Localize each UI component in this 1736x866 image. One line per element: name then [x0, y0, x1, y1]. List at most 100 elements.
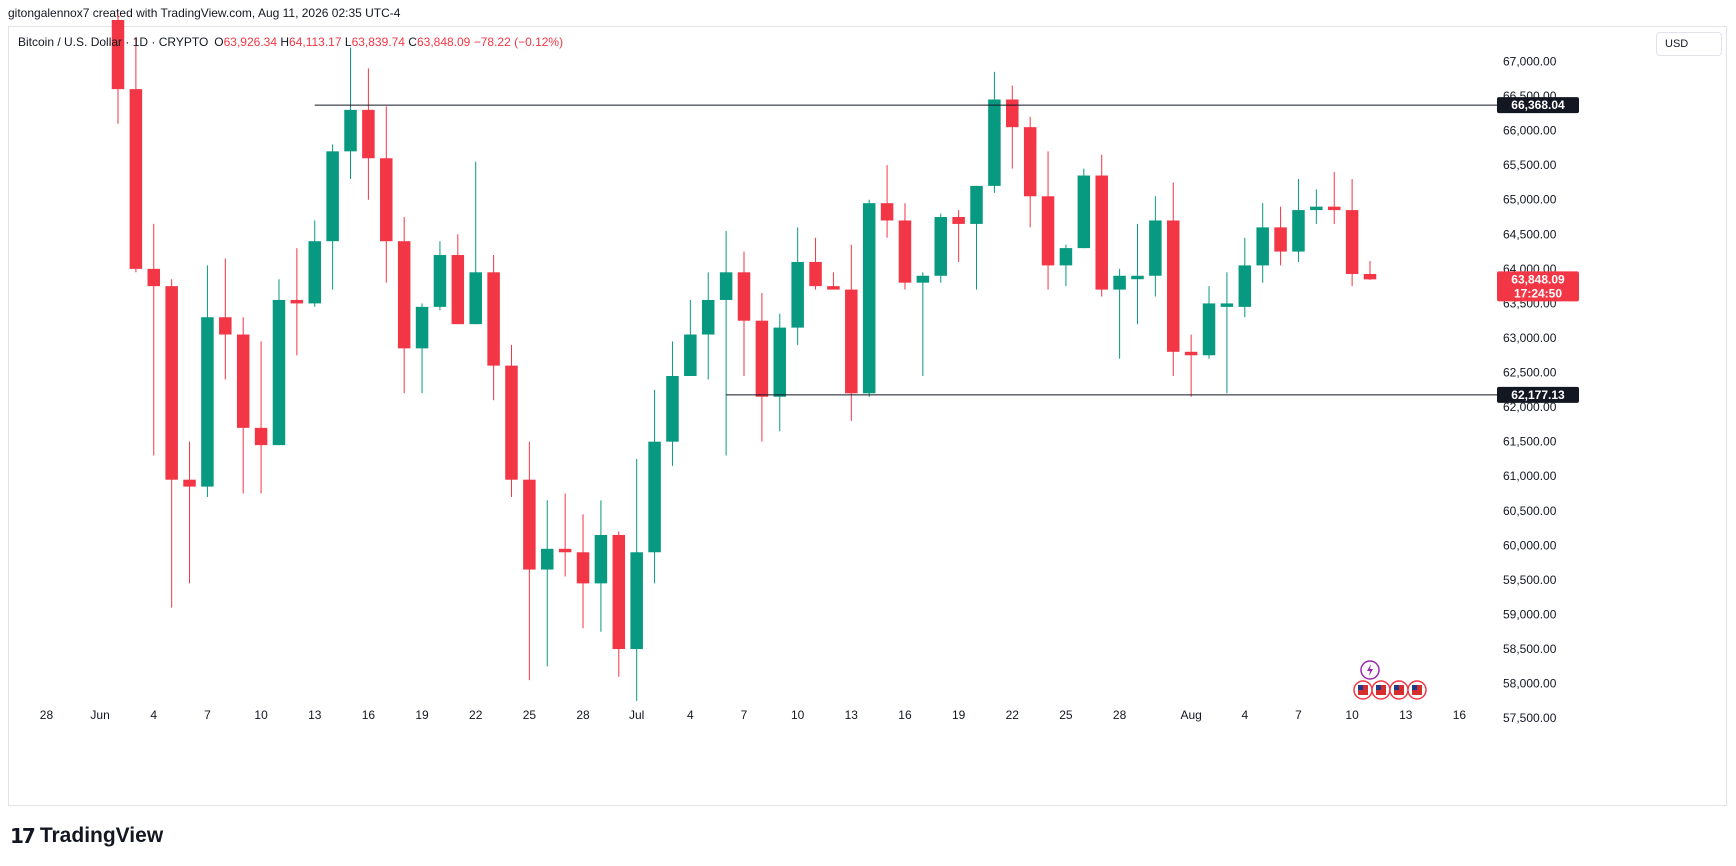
candle-body	[970, 185, 983, 224]
candle-body	[737, 272, 751, 321]
flag-canton	[1358, 685, 1363, 690]
candle-body	[701, 299, 715, 335]
candle-body	[558, 548, 572, 553]
y-tick-label: 65,000.00	[1503, 193, 1557, 207]
open-value: 63,926.34	[223, 35, 278, 49]
candle-body	[1202, 303, 1216, 356]
candle-body	[1077, 175, 1091, 249]
y-tick-label: 58,000.00	[1503, 677, 1557, 691]
candle-body	[612, 534, 626, 650]
x-tick-label: Jun	[90, 708, 109, 722]
y-tick-label: 65,500.00	[1503, 158, 1557, 172]
x-tick-label: 4	[1241, 708, 1248, 722]
ohlc-legend: Bitcoin / U.S. Dollar · 1D · CRYPTO O63,…	[18, 35, 563, 49]
symbol-description[interactable]: Bitcoin / U.S. Dollar · 1D · CRYPTO	[18, 35, 209, 49]
candle-body	[147, 268, 161, 287]
y-tick-label: 64,500.00	[1503, 227, 1557, 241]
candle-body	[684, 334, 697, 376]
tradingview-mark-icon: 17	[10, 824, 36, 848]
low-label: L	[344, 35, 352, 49]
candle-body	[1363, 273, 1377, 280]
y-tick-label: 59,500.00	[1503, 573, 1557, 587]
candle-body	[1310, 206, 1323, 211]
close-label: C	[408, 35, 417, 49]
x-tick-label: 13	[845, 708, 859, 722]
candle-body	[827, 286, 840, 290]
candle-body	[236, 334, 250, 428]
candle-body	[308, 241, 321, 304]
x-tick-label: 25	[523, 708, 537, 722]
high-value: 64,113.17	[289, 35, 342, 49]
candle-body	[129, 89, 143, 269]
level-price-label: 66,368.04	[1511, 98, 1565, 112]
currency-button[interactable]: USD	[1656, 32, 1722, 56]
high-label: H	[280, 35, 290, 49]
x-tick-label: Aug	[1180, 708, 1201, 722]
candle-body	[487, 272, 500, 366]
level-price-label: 62,177.13	[1511, 388, 1565, 402]
y-tick-label: 66,000.00	[1503, 124, 1557, 138]
candle-body	[1167, 220, 1180, 352]
candle-body	[272, 299, 286, 446]
y-tick-label: 62,500.00	[1503, 366, 1557, 380]
candle-body	[880, 203, 894, 221]
candle-body	[1292, 210, 1305, 252]
candle-body	[326, 151, 339, 242]
x-tick-label: 22	[1006, 708, 1020, 722]
candle-body	[1256, 227, 1269, 266]
candle-body	[451, 255, 465, 325]
x-tick-label: 7	[741, 708, 748, 722]
candle-body	[1238, 265, 1252, 307]
candle-body	[1131, 275, 1144, 280]
x-tick-label: Jul	[629, 708, 644, 722]
x-tick-label: 7	[204, 708, 211, 722]
candle-body	[1274, 227, 1287, 252]
flag-canton	[1412, 685, 1417, 690]
x-tick-label: 28	[576, 708, 590, 722]
candle-body	[934, 217, 947, 276]
candle-body	[165, 286, 178, 480]
x-tick-label: 10	[254, 708, 268, 722]
candle-body	[219, 317, 232, 335]
chart-frame	[8, 26, 1727, 806]
candle-body	[469, 272, 482, 325]
candle-body	[576, 552, 590, 584]
candle-body	[111, 20, 125, 90]
candle-body	[594, 534, 608, 584]
y-tick-label: 61,000.00	[1503, 469, 1557, 483]
candle-body	[505, 365, 518, 480]
candle-body	[183, 479, 196, 487]
last-price-tag	[1497, 271, 1579, 302]
candle-body	[1113, 275, 1126, 290]
candle-body	[755, 320, 769, 397]
candle-body	[1023, 127, 1037, 197]
candle-body	[344, 109, 357, 152]
candle-body	[1345, 210, 1359, 274]
x-tick-label: 28	[1113, 708, 1127, 722]
candle-body	[648, 441, 661, 553]
y-tick-label: 58,500.00	[1503, 642, 1557, 656]
y-tick-label: 61,500.00	[1503, 435, 1557, 449]
candle-body	[254, 427, 268, 446]
y-tick-label: 57,500.00	[1503, 711, 1557, 725]
candle-body	[719, 272, 733, 300]
candle-body	[523, 479, 536, 570]
x-tick-label: 13	[1399, 708, 1413, 722]
y-tick-label: 67,000.00	[1503, 54, 1557, 68]
x-tick-label: 16	[362, 708, 376, 722]
x-tick-label: 16	[1453, 708, 1467, 722]
candle-body	[1184, 351, 1198, 356]
candle-body	[433, 255, 447, 307]
candle-body	[773, 327, 787, 397]
x-tick-label: 16	[898, 708, 912, 722]
candle-body	[1327, 206, 1341, 211]
tradingview-logo[interactable]: 17 TradingView	[10, 824, 163, 848]
candle-body	[397, 241, 411, 349]
y-tick-label: 60,000.00	[1503, 538, 1557, 552]
candle-body	[1041, 196, 1055, 266]
last-price-label: 63,848.09	[1511, 272, 1565, 286]
candle-body	[380, 158, 393, 242]
candle-body	[666, 376, 679, 442]
candle-body	[898, 220, 912, 283]
